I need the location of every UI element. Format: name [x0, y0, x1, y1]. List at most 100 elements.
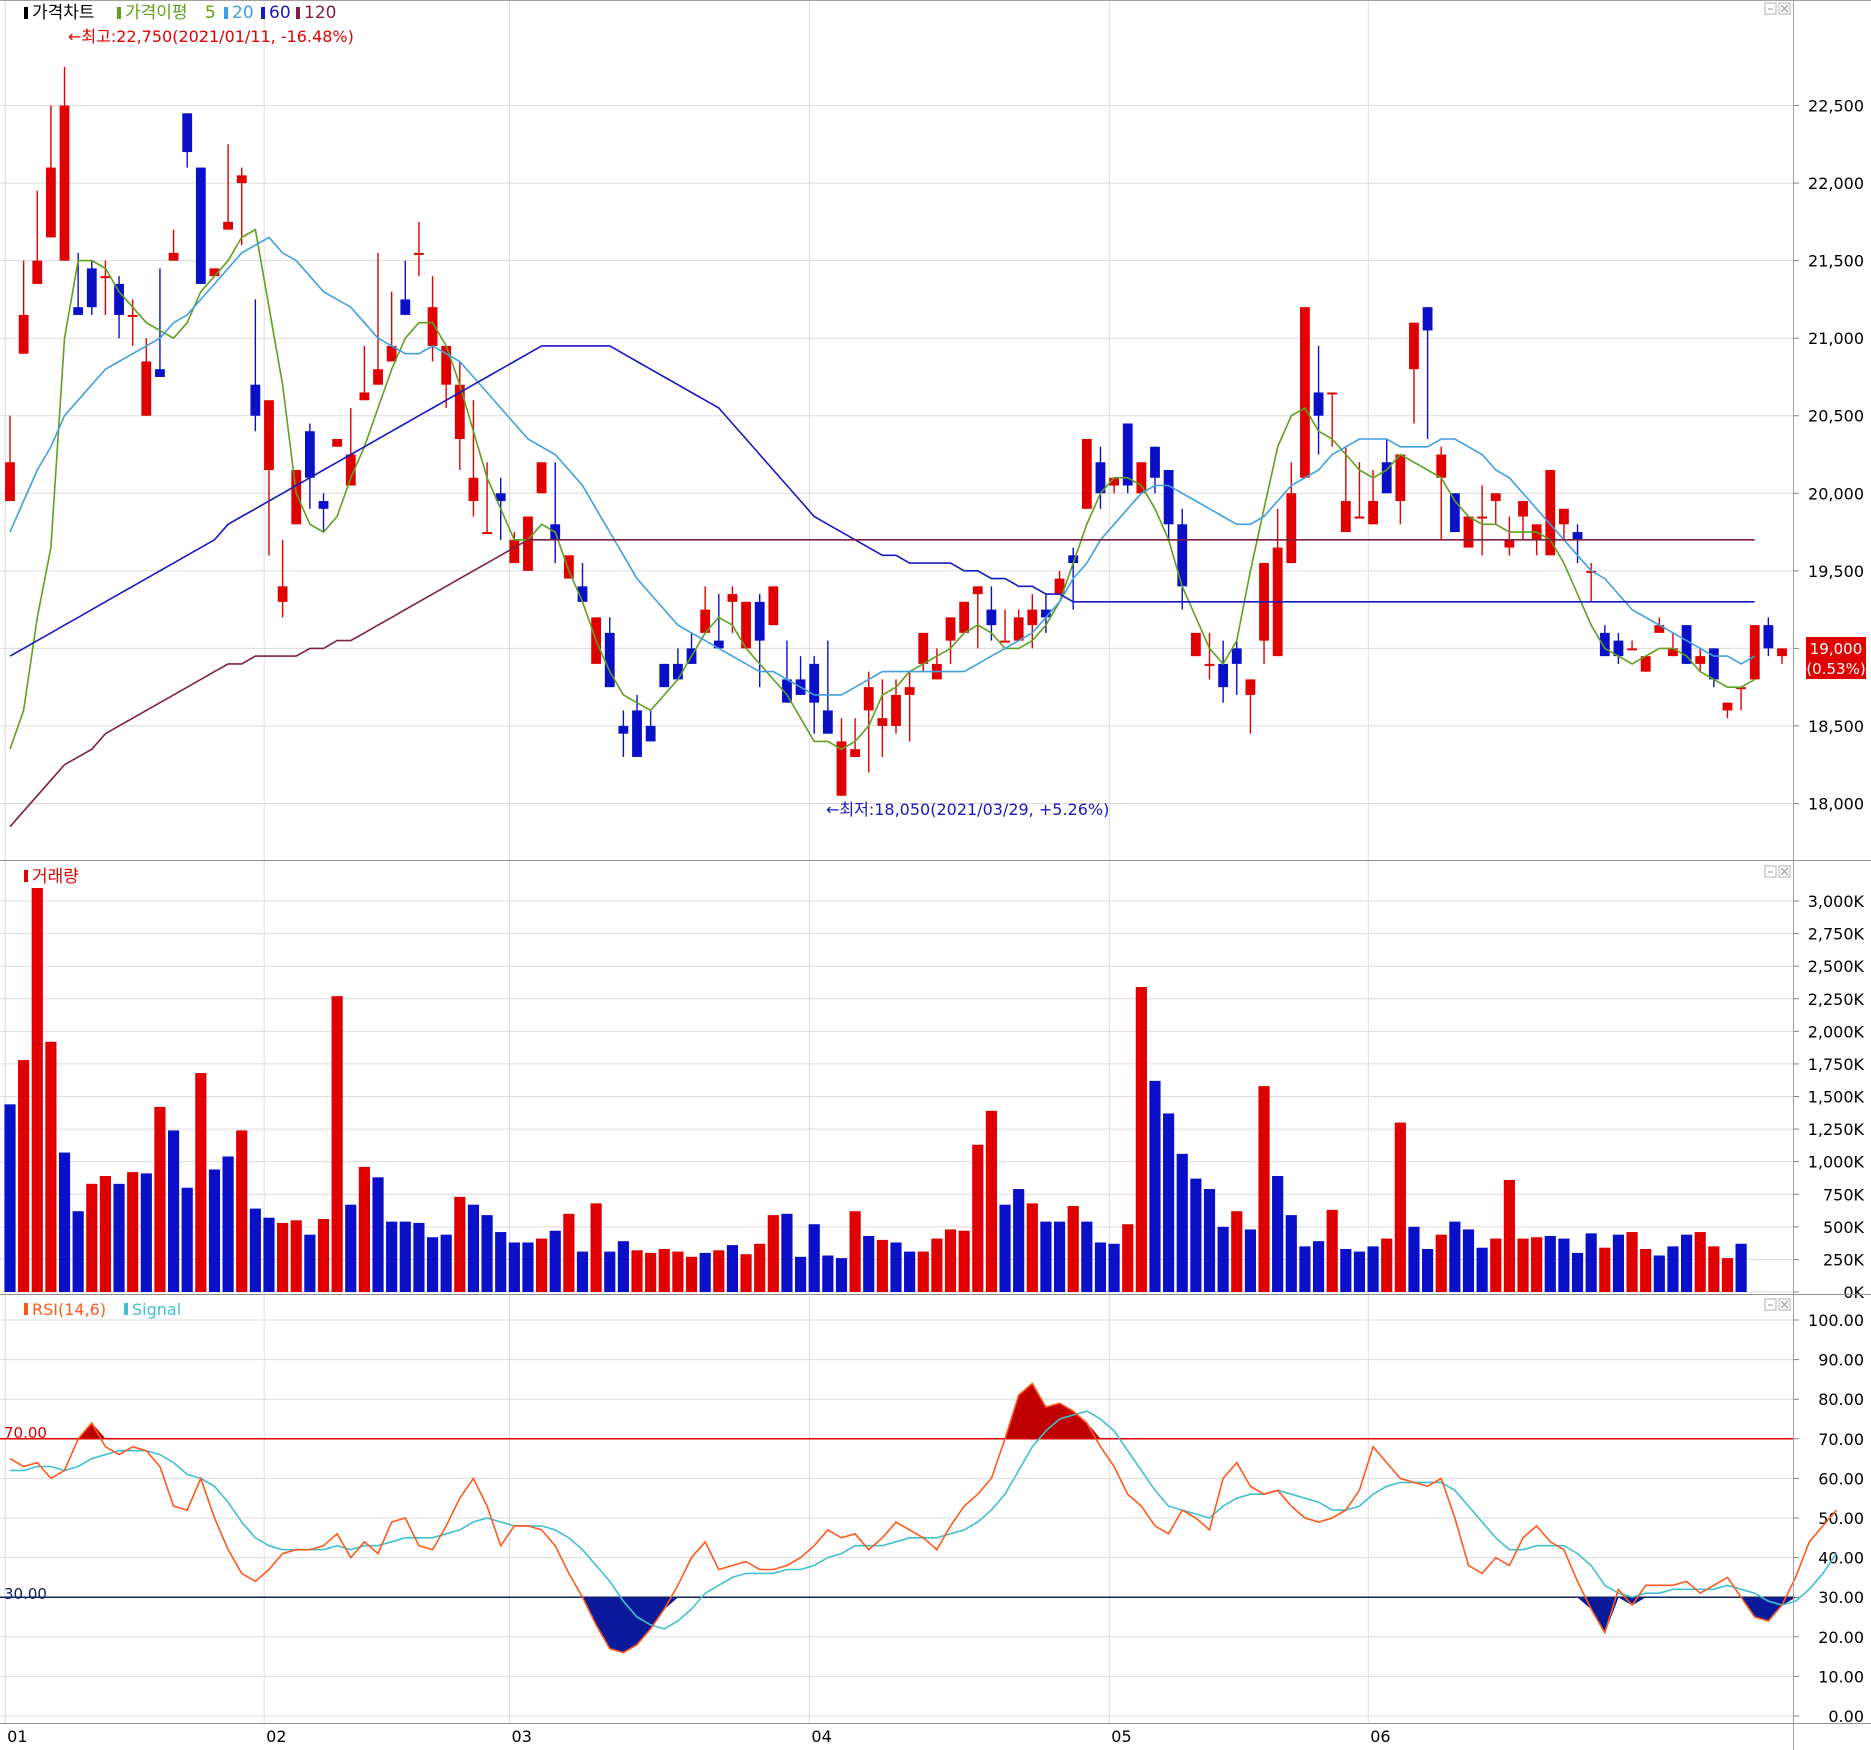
candle[interactable] [427, 276, 438, 362]
price-panel[interactable]: 22,500 22,000 21,500 21,000 20,500 20,000 19,5… [0, 66, 1864, 828]
candle[interactable] [1463, 516, 1474, 548]
volume-bar[interactable] [876, 1239, 888, 1292]
volume-bar[interactable] [849, 1211, 861, 1292]
volume-bar[interactable] [317, 1219, 330, 1292]
volume-bar[interactable] [576, 1251, 589, 1292]
volume-bar[interactable] [440, 1234, 452, 1292]
candle[interactable] [414, 221, 424, 277]
candle[interactable] [1013, 609, 1024, 641]
candle[interactable] [1000, 609, 1010, 643]
candle[interactable] [45, 105, 56, 238]
candle[interactable] [536, 462, 547, 494]
volume-bar[interactable] [917, 1251, 929, 1292]
candle[interactable] [1231, 640, 1242, 695]
candle[interactable] [1586, 563, 1597, 602]
candle[interactable] [673, 648, 683, 680]
volume-bar[interactable] [1135, 987, 1147, 1292]
volume-bar[interactable] [1422, 1248, 1434, 1292]
candle[interactable] [141, 338, 152, 416]
volume-bar[interactable] [1258, 1086, 1270, 1292]
candle[interactable] [1627, 640, 1637, 651]
candle[interactable] [1109, 477, 1119, 494]
volume-bar[interactable] [1176, 1153, 1188, 1292]
candle[interactable] [209, 268, 220, 277]
candle[interactable] [1559, 508, 1569, 540]
candle[interactable] [182, 113, 193, 168]
volume-bar[interactable] [740, 1254, 752, 1292]
candle[interactable] [577, 563, 588, 602]
candle[interactable] [1313, 345, 1324, 455]
volume-bar[interactable] [4, 1104, 16, 1292]
volume-bar[interactable] [1163, 1113, 1175, 1292]
candle[interactable] [195, 167, 206, 284]
volume-bar[interactable] [890, 1242, 902, 1292]
candle[interactable] [850, 718, 861, 757]
volume-bar[interactable] [1640, 1248, 1652, 1292]
volume-bar[interactable] [685, 1256, 698, 1292]
candle[interactable] [836, 718, 847, 796]
candle[interactable] [1422, 307, 1433, 439]
candle[interactable] [1381, 439, 1392, 494]
candle[interactable] [1081, 439, 1092, 509]
volume-bar[interactable] [45, 1041, 57, 1292]
volume-bar[interactable] [1149, 1080, 1161, 1292]
candle[interactable] [345, 407, 356, 486]
candle[interactable] [1722, 702, 1733, 719]
volume-bar[interactable] [1053, 1221, 1066, 1292]
candle[interactable] [1545, 470, 1556, 556]
candle[interactable] [304, 423, 315, 509]
volume-bar[interactable] [1571, 1252, 1584, 1292]
candle[interactable] [632, 694, 642, 757]
volume-bar[interactable] [481, 1215, 493, 1292]
volume-bar[interactable] [617, 1241, 629, 1292]
volume-bar[interactable] [699, 1252, 711, 1292]
candle[interactable] [891, 679, 901, 734]
volume-bar[interactable] [658, 1248, 670, 1292]
candle[interactable] [1027, 594, 1038, 649]
volume-bar[interactable] [31, 888, 43, 1292]
volume-bar[interactable] [236, 1130, 248, 1292]
candle[interactable] [1095, 446, 1106, 509]
volume-bar[interactable] [767, 1215, 779, 1292]
candle[interactable] [1327, 392, 1338, 447]
candle[interactable] [386, 291, 397, 362]
candle[interactable] [1504, 516, 1515, 556]
candle[interactable] [1681, 625, 1692, 664]
volume-bar[interactable] [18, 1060, 30, 1292]
candle[interactable] [618, 710, 629, 757]
candle[interactable] [863, 671, 874, 773]
candle[interactable] [1599, 625, 1610, 657]
volume-bar[interactable] [222, 1156, 234, 1292]
candle[interactable] [645, 710, 656, 742]
volume-bar[interactable] [672, 1251, 684, 1292]
volume-bar[interactable] [754, 1243, 766, 1292]
rsi-panel[interactable]: 100.00 90.00 80.00 70.00 60.00 50.00 40.00 30.0… [0, 1311, 1864, 1726]
volume-bar[interactable] [1531, 1237, 1543, 1292]
volume-bar[interactable] [645, 1252, 657, 1292]
volume-bar[interactable] [985, 1110, 998, 1292]
volume-bar[interactable] [1612, 1234, 1625, 1292]
volume-bar[interactable] [1599, 1247, 1611, 1292]
volume-bar[interactable] [1203, 1189, 1216, 1292]
volume-bar[interactable] [181, 1187, 193, 1292]
volume-bar[interactable] [99, 1176, 112, 1292]
volume-bar[interactable] [536, 1238, 548, 1292]
candle[interactable] [986, 586, 997, 641]
volume-bar[interactable] [195, 1073, 207, 1292]
candle[interactable] [659, 663, 670, 688]
candle[interactable] [1218, 640, 1229, 703]
candle[interactable] [1136, 462, 1147, 494]
candle[interactable] [373, 252, 383, 385]
volume-bar[interactable] [1462, 1229, 1475, 1292]
volume-bar[interactable] [72, 1211, 84, 1292]
volume-bar[interactable] [1081, 1221, 1093, 1292]
candle[interactable] [277, 539, 288, 618]
candle[interactable] [236, 167, 247, 246]
candle[interactable] [1163, 470, 1174, 540]
volume-bar[interactable] [904, 1251, 916, 1292]
volume-bar[interactable] [1067, 1205, 1079, 1292]
volume-bar[interactable] [958, 1230, 970, 1292]
candle[interactable] [972, 586, 983, 649]
volume-bar[interactable] [495, 1232, 507, 1292]
volume-bar[interactable] [931, 1238, 943, 1292]
